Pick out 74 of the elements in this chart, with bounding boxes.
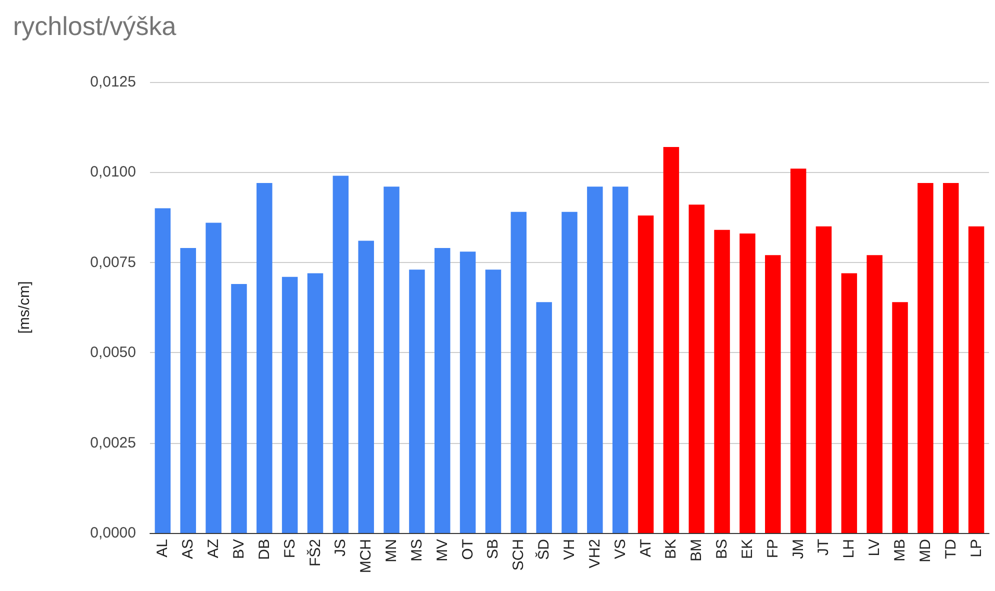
y-tick-label: 0,0125 — [90, 74, 136, 90]
x-tick-label: MCH — [358, 539, 375, 574]
bar — [409, 270, 425, 533]
y-tick-label: 0,0075 — [90, 254, 136, 271]
bar — [587, 186, 603, 533]
x-tick-label: FŠ2 — [306, 539, 324, 567]
x-tick-label: DB — [256, 539, 273, 560]
bar — [154, 208, 171, 533]
y-tick-label: 0,0000 — [90, 524, 136, 542]
x-tick-label: LV — [866, 539, 884, 556]
x-tick-label: AT — [637, 539, 654, 558]
x-tick-label: LP — [968, 539, 985, 558]
bar — [740, 234, 756, 533]
x-tick-label: VH — [561, 539, 578, 560]
bar — [918, 183, 934, 533]
x-tick-label: MS — [408, 539, 426, 562]
bar — [180, 248, 196, 533]
bar — [460, 252, 476, 533]
bar — [663, 146, 680, 533]
x-tick-label: MV — [434, 539, 451, 562]
bar — [510, 212, 527, 533]
x-tick-label: SB — [484, 539, 502, 560]
x-tick-label: EK — [738, 539, 756, 560]
x-tick-label: JT — [815, 539, 832, 556]
bar — [562, 212, 578, 533]
bar — [282, 276, 298, 533]
bar — [332, 176, 349, 533]
x-tick-label: AL — [154, 539, 172, 558]
x-tick-label: OT — [459, 539, 476, 560]
y-tick-label: 0,0050 — [90, 344, 136, 362]
bar — [638, 215, 654, 533]
bar — [612, 186, 628, 533]
bar — [434, 248, 450, 533]
bar — [866, 255, 882, 533]
x-tick-label: SCH — [510, 539, 528, 571]
bar — [358, 240, 374, 533]
x-tick-label: JS — [332, 539, 350, 557]
y-tick-label: 0,0025 — [90, 434, 136, 452]
bar — [790, 168, 806, 533]
y-tick-label: 0,0100 — [90, 164, 136, 181]
x-tick-label: FP — [764, 539, 782, 558]
x-tick-label: MN — [383, 539, 400, 562]
bar — [688, 204, 705, 533]
x-tick-label: BV — [230, 539, 248, 560]
bar — [942, 183, 959, 533]
bar — [485, 270, 502, 533]
x-tick-label: VH2 — [586, 539, 604, 568]
bar — [256, 183, 272, 533]
bar — [816, 226, 832, 533]
bar — [307, 273, 324, 533]
bar — [841, 273, 858, 533]
chart-title: rychlost/výška — [13, 11, 177, 41]
x-tick-label: BM — [688, 539, 706, 562]
x-tick-label: JM — [790, 539, 807, 559]
bar — [892, 302, 908, 533]
x-tick-label: MB — [892, 539, 909, 562]
x-tick-label: LH — [840, 539, 858, 558]
x-tick-label: AZ — [205, 539, 222, 558]
bar — [206, 222, 222, 533]
bar — [384, 186, 400, 533]
x-tick-label: MD — [916, 538, 934, 562]
x-tick-label: TD — [942, 538, 960, 559]
x-tick-label: BS — [714, 539, 731, 560]
x-tick-label: AS — [180, 539, 197, 560]
y-axis-title: [ms/cm] — [16, 281, 33, 334]
x-tick-label: BK — [662, 539, 680, 560]
bar — [536, 302, 552, 533]
x-tick-label: FS — [281, 539, 298, 558]
x-tick-label: VS — [612, 539, 629, 560]
bar — [714, 230, 730, 533]
bar — [231, 284, 247, 533]
bar — [765, 255, 781, 533]
bar — [968, 226, 984, 533]
x-tick-label: ŠD — [534, 538, 553, 560]
